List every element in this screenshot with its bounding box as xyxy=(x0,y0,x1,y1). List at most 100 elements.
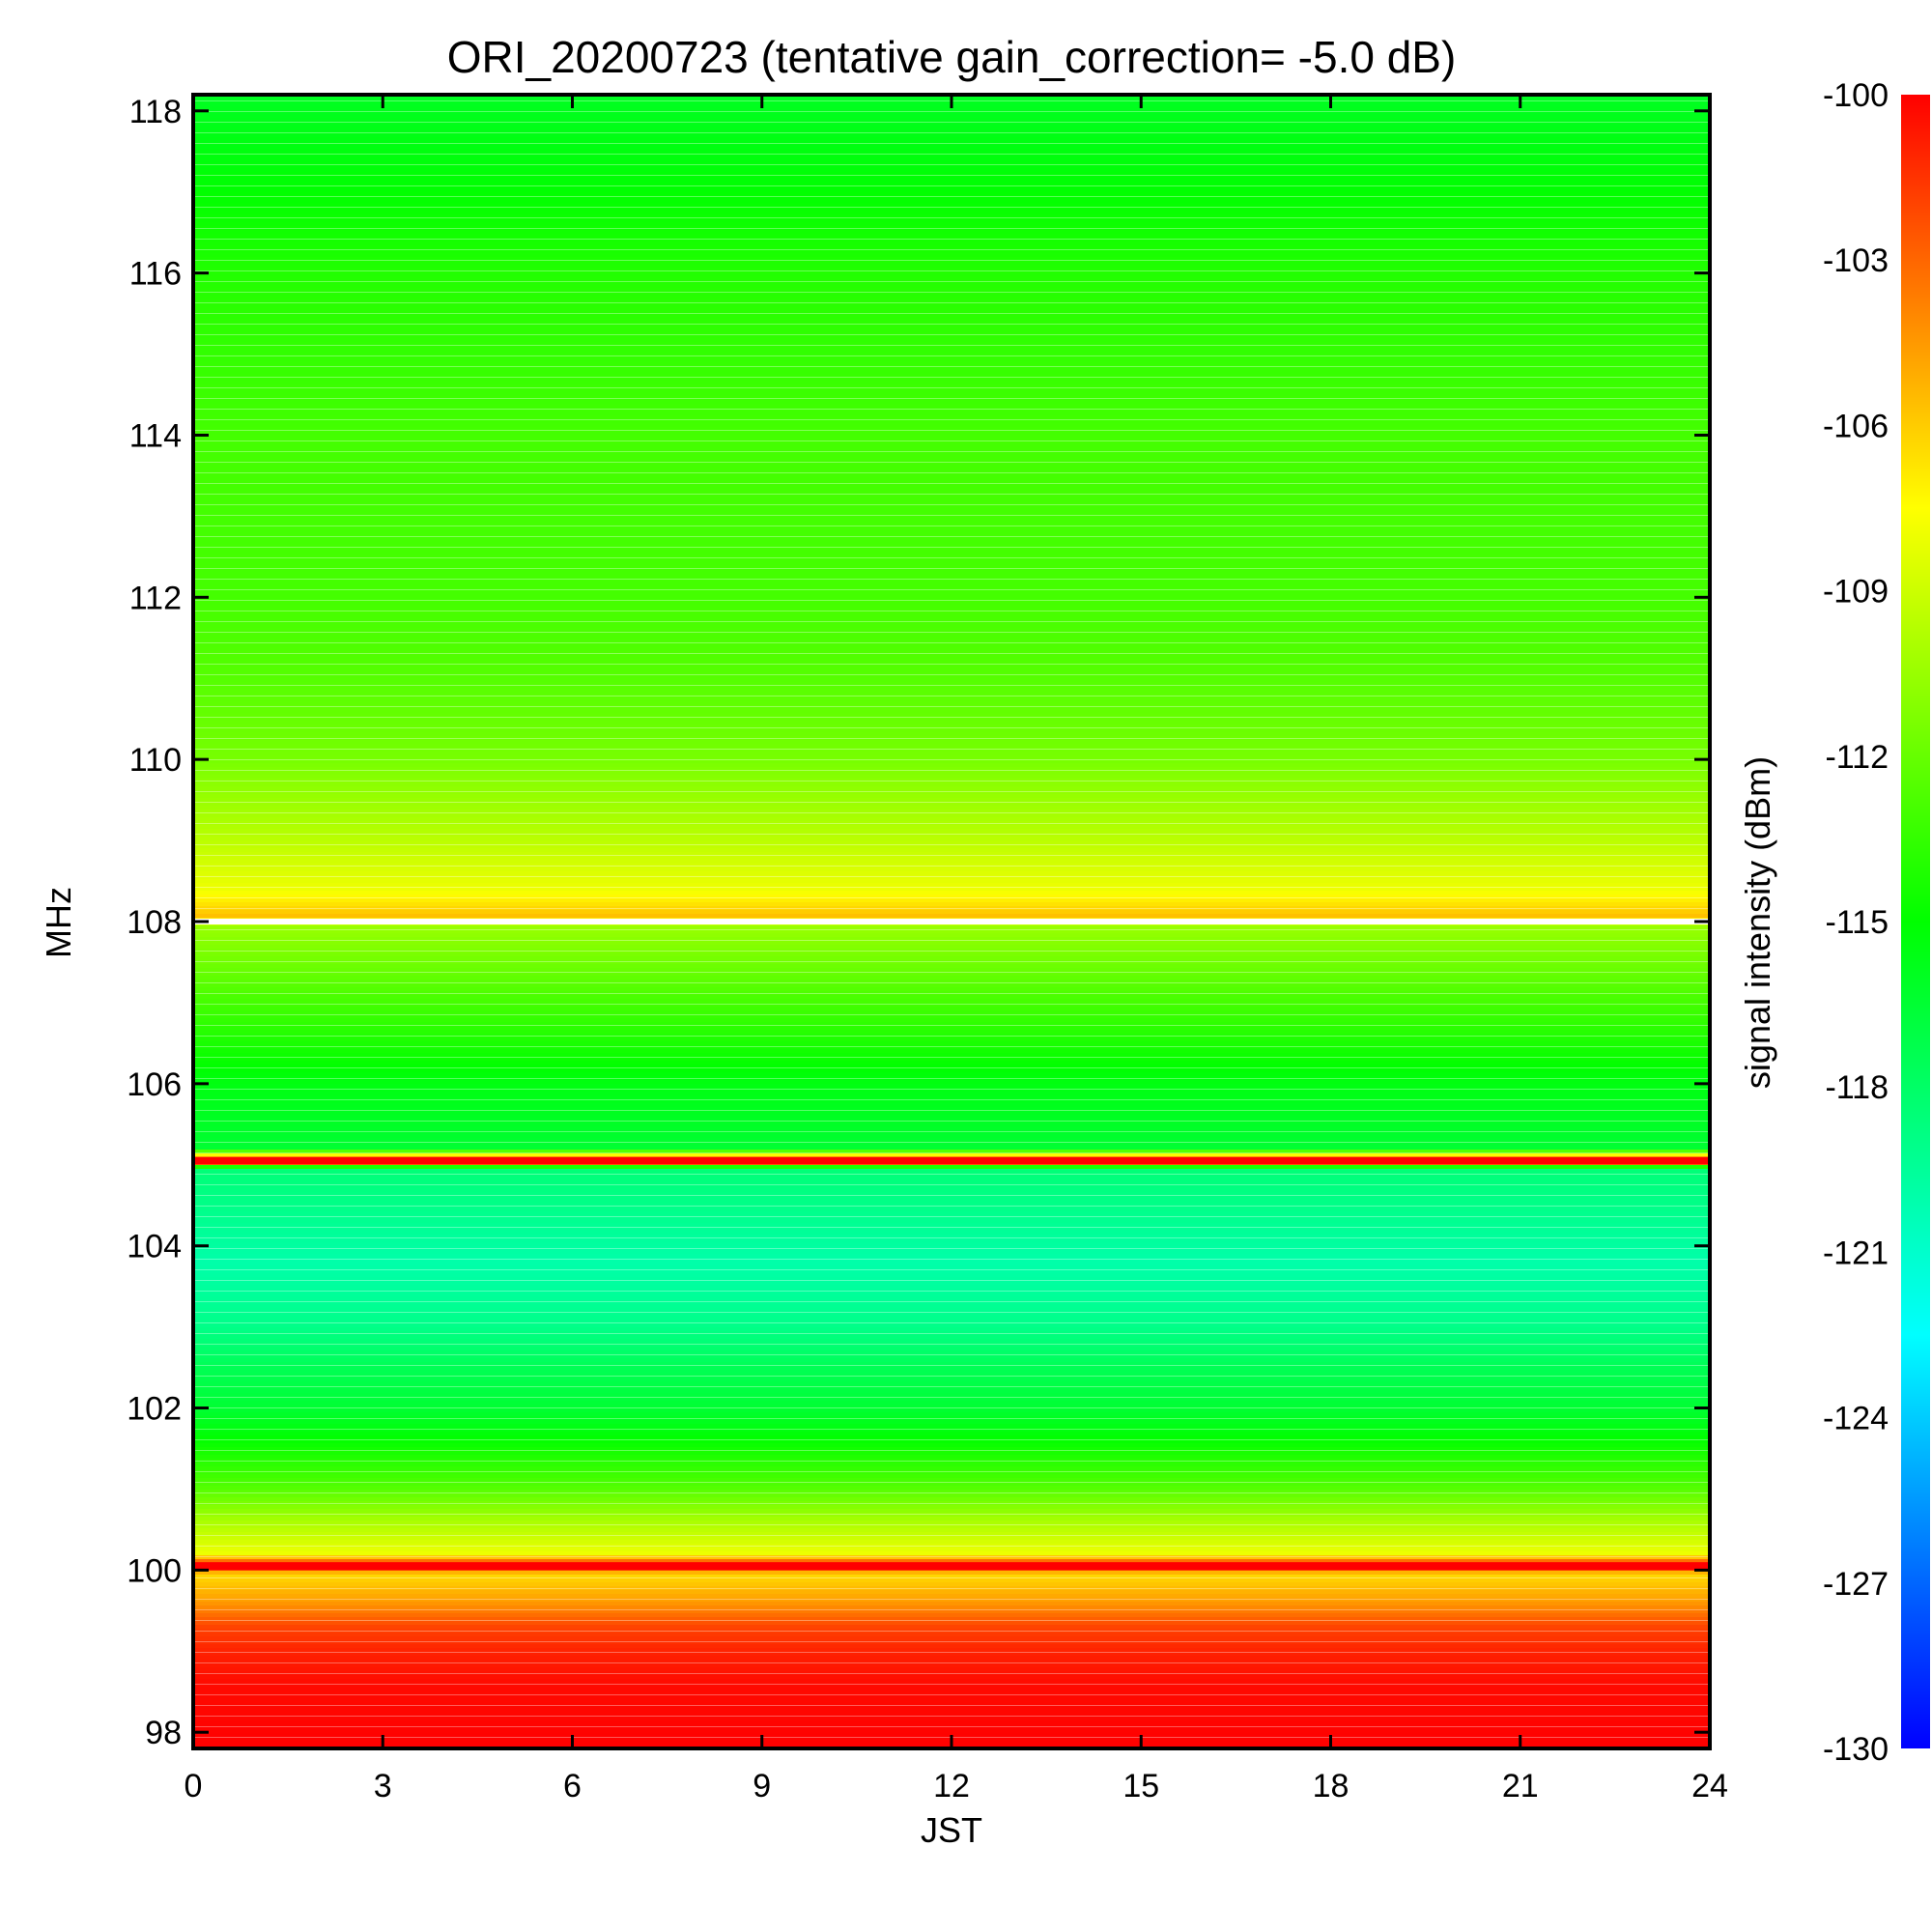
heatmap-band xyxy=(193,1084,1710,1089)
heatmap-band xyxy=(193,466,1710,470)
heatmap-stripe xyxy=(193,377,1710,378)
heatmap-stripe xyxy=(193,1609,1710,1610)
heatmap-band xyxy=(193,1250,1710,1255)
heatmap-band xyxy=(193,628,1710,633)
heatmap-band xyxy=(193,504,1710,509)
heatmap-band xyxy=(193,1497,1710,1502)
colorbar-tick-label: -106 xyxy=(1823,408,1889,444)
heatmap-stripe xyxy=(193,961,1710,962)
heatmap-band xyxy=(193,1007,1710,1011)
colorbar xyxy=(1901,95,1930,1748)
heatmap-stripe xyxy=(193,972,1710,973)
heatmap-band xyxy=(193,1138,1710,1143)
heatmap-band xyxy=(193,1285,1710,1290)
heatmap-band xyxy=(193,1683,1710,1688)
heatmap-stripe xyxy=(193,982,1710,983)
heatmap-stripe xyxy=(193,1184,1710,1185)
heatmap-band xyxy=(193,1200,1710,1205)
heatmap-band xyxy=(193,1215,1710,1220)
heatmap-stripe xyxy=(193,855,1710,856)
heatmap-band xyxy=(193,1544,1710,1548)
heatmap-band xyxy=(193,1122,1710,1127)
heatmap-band xyxy=(193,129,1710,134)
heatmap-band xyxy=(193,1366,1710,1371)
heatmap-band xyxy=(193,782,1710,787)
colorbar-tick-label: -124 xyxy=(1823,1401,1889,1437)
heatmap-band xyxy=(193,1714,1710,1719)
heatmap-band xyxy=(193,605,1710,610)
heatmap-band xyxy=(193,160,1710,165)
heatmap-band xyxy=(193,377,1710,382)
heatmap-area xyxy=(193,95,1710,1749)
heatmap-band xyxy=(193,1625,1710,1630)
heatmap-band xyxy=(193,454,1710,459)
heatmap-band xyxy=(193,133,1710,138)
heatmap-band xyxy=(193,1238,1710,1243)
heatmap-band xyxy=(193,249,1710,254)
heatmap-stripe xyxy=(193,1418,1710,1419)
colorbar-tick-label: -130 xyxy=(1823,1731,1889,1768)
heatmap-band xyxy=(193,1609,1710,1614)
heatmap-band xyxy=(193,1698,1710,1703)
heatmap-band xyxy=(193,1424,1710,1429)
heatmap-band xyxy=(193,794,1710,799)
heatmap-band xyxy=(193,1486,1710,1491)
heatmap-stripe xyxy=(193,1652,1710,1653)
heatmap-band xyxy=(193,327,1710,331)
heatmap-band xyxy=(193,1362,1710,1367)
heatmap-band xyxy=(193,833,1710,838)
heatmap-stripe xyxy=(193,1322,1710,1323)
heatmap-band xyxy=(193,357,1710,362)
heatmap-stripe xyxy=(193,1344,1710,1345)
heatmap-band xyxy=(193,724,1710,729)
heatmap-band xyxy=(193,802,1710,807)
heatmap-band xyxy=(193,497,1710,501)
heatmap-band xyxy=(193,898,1710,903)
heatmap-band xyxy=(193,508,1710,513)
y-tick-label: 106 xyxy=(127,1066,182,1103)
heatmap-stripe xyxy=(193,143,1710,144)
heatmap-stripe xyxy=(193,1577,1710,1578)
heatmap-stripe xyxy=(193,1684,1710,1685)
heatmap-stripe xyxy=(193,355,1710,356)
y-tick-label: 104 xyxy=(127,1229,182,1265)
heatmap-band xyxy=(193,709,1710,714)
heatmap-stripe xyxy=(193,1152,1710,1153)
heatmap-band xyxy=(193,1184,1710,1189)
heatmap-band xyxy=(193,1725,1710,1730)
heatmap-band xyxy=(193,1030,1710,1035)
heatmap-band xyxy=(193,469,1710,474)
heatmap-band xyxy=(193,369,1710,374)
heatmap-stripe xyxy=(193,1291,1710,1292)
heatmap-band xyxy=(193,941,1710,946)
heatmap-band xyxy=(193,1702,1710,1707)
heatmap-band xyxy=(193,1281,1710,1286)
heatmap-stripe xyxy=(193,1386,1710,1387)
heatmap-band xyxy=(193,419,1710,424)
heatmap-stripe xyxy=(193,1365,1710,1366)
heatmap-stripe xyxy=(193,770,1710,771)
heatmap-stripe xyxy=(193,993,1710,994)
heatmap-band xyxy=(193,346,1710,351)
heatmap-stripe xyxy=(193,1492,1710,1493)
heatmap-stripe xyxy=(193,1131,1710,1132)
heatmap-stripe xyxy=(193,1121,1710,1122)
heatmap-stripe xyxy=(193,334,1710,335)
heatmap-stripe xyxy=(193,951,1710,952)
heatmap-band xyxy=(193,1420,1710,1425)
heatmap-band xyxy=(193,968,1710,973)
heatmap-band xyxy=(193,527,1710,532)
heatmap-stripe xyxy=(193,132,1710,133)
heatmap-band xyxy=(193,207,1710,212)
heatmap-band xyxy=(193,388,1710,393)
heatmap-band xyxy=(193,937,1710,942)
heatmap-band xyxy=(193,535,1710,540)
heatmap-band xyxy=(193,1134,1710,1139)
heatmap-stripe xyxy=(193,1461,1710,1462)
heatmap-band xyxy=(193,1370,1710,1375)
heatmap-band xyxy=(193,1312,1710,1317)
heatmap-band xyxy=(193,705,1710,710)
y-tick-label: 100 xyxy=(127,1552,182,1589)
heatmap-band xyxy=(193,118,1710,123)
heatmap-band xyxy=(193,1262,1710,1266)
